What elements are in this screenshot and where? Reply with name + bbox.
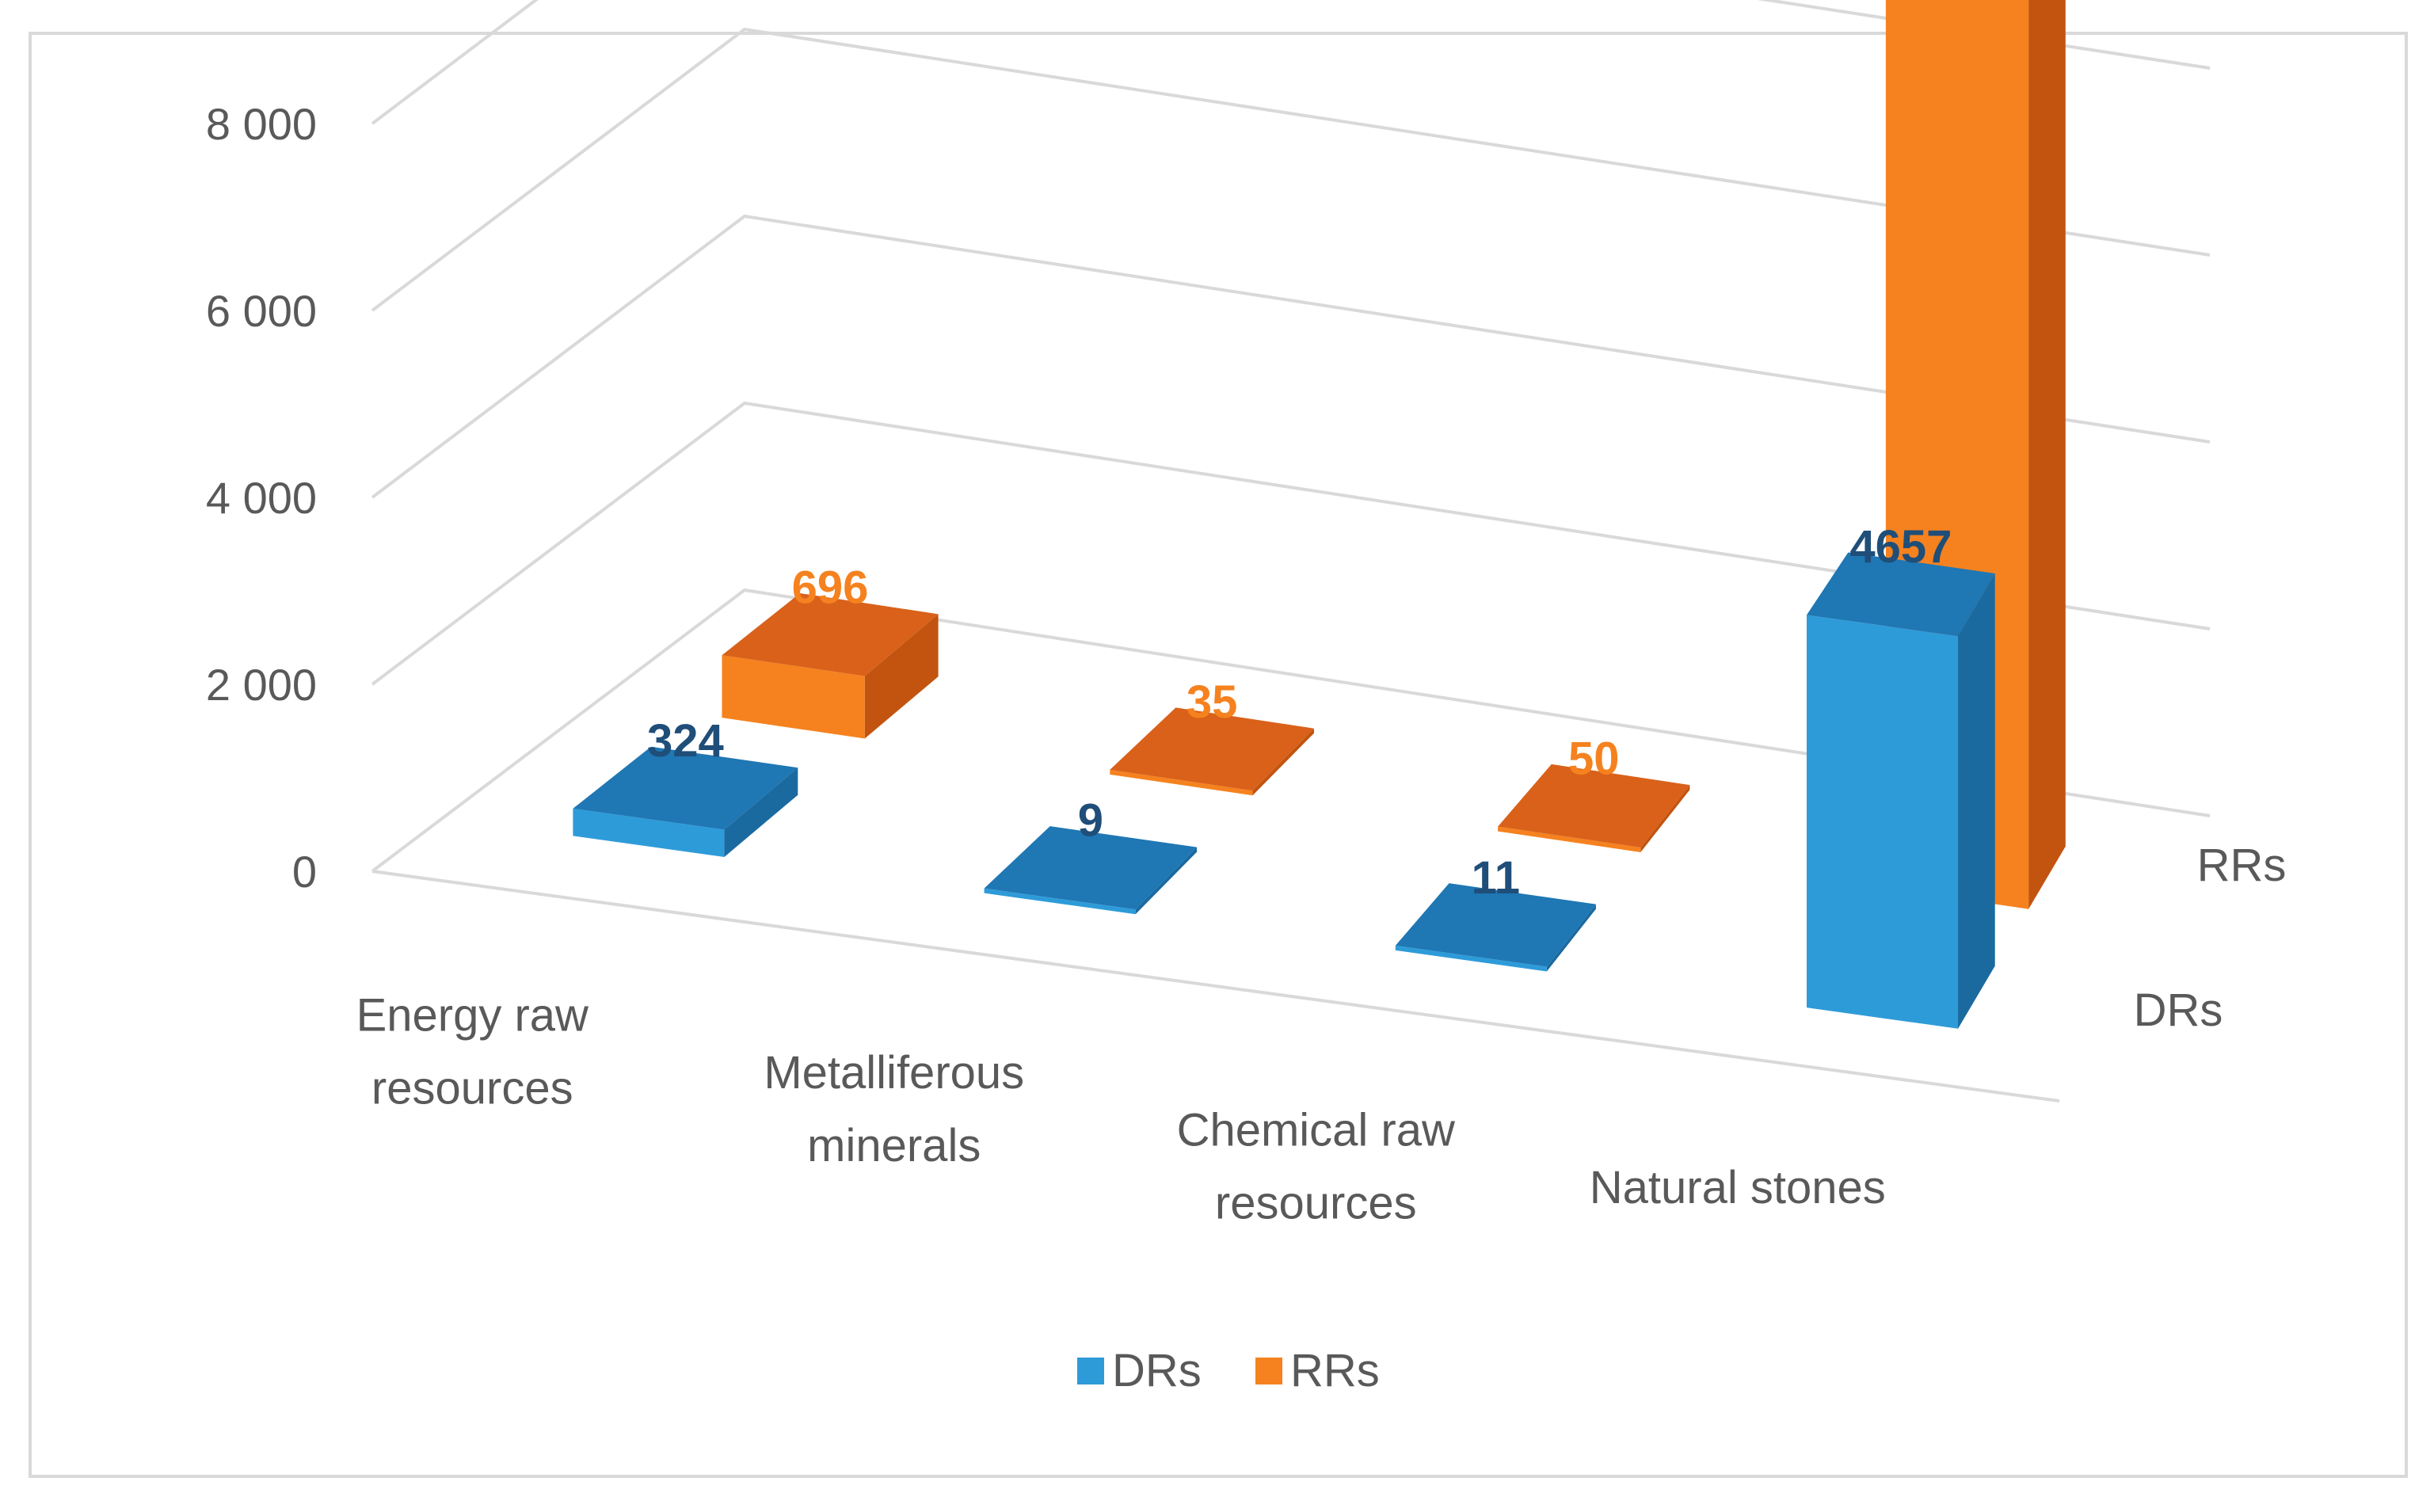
y-tick-label: 4 000	[206, 473, 317, 523]
bars	[573, 0, 2066, 1029]
floor-front-edge	[371, 870, 2060, 1103]
bar-front-face	[1110, 769, 1253, 796]
series-depth-label: RRs	[2197, 840, 2287, 891]
bar-top-face	[1395, 883, 1596, 967]
category-label-line: Chemical raw	[1177, 1104, 1456, 1156]
category-label-line: resources	[371, 1062, 573, 1114]
gridline	[371, 27, 2211, 312]
data-label-drs-2: 11	[1472, 852, 1520, 904]
legend-swatch	[1077, 1358, 1104, 1384]
data-label-rrs-1: 35	[1187, 676, 1238, 728]
category-labels: Energy raw resources Metalliferous minerals…	[356, 989, 1886, 1228]
bar-side-face	[1252, 728, 1314, 796]
legend-swatch	[1255, 1358, 1282, 1384]
data-label-drs-1: 9	[1078, 795, 1103, 847]
category-label: Energy raw resources	[356, 989, 589, 1114]
bar-front-face	[573, 808, 725, 857]
gridline	[371, 588, 2211, 873]
category-label-line: Metalliferous	[764, 1047, 1024, 1099]
y-tick-label: 6 000	[206, 286, 317, 336]
series-depth-label: DRs	[2134, 985, 2223, 1036]
category-label: Metalliferous minerals	[764, 1047, 1024, 1171]
bar-top-face	[984, 826, 1198, 910]
data-label-drs-0: 324	[647, 715, 724, 767]
bar-side-face	[2028, 0, 2066, 909]
category-label: Chemical raw resources	[1177, 1104, 1456, 1228]
legend: DRs RRs	[1077, 1345, 1380, 1396]
bar-top-face	[1806, 552, 1995, 637]
bar-side-face	[1958, 573, 1995, 1029]
category-label: Natural stones	[1590, 1162, 1886, 1213]
bar-top-face	[1110, 707, 1314, 791]
y-tick-label: 8 000	[206, 99, 317, 149]
bar-front-face	[984, 888, 1136, 915]
category-label-line: Natural stones	[1590, 1162, 1886, 1213]
bar-top-face	[573, 746, 798, 830]
data-label-rrs-2: 50	[1568, 733, 1620, 784]
bar-drs-0	[573, 746, 798, 857]
legend-label: DRs	[1112, 1345, 1202, 1396]
category-label-line: Energy raw	[356, 989, 589, 1041]
legend-label: RRs	[1290, 1345, 1380, 1396]
bar-drs-2	[1395, 883, 1596, 972]
gridline	[371, 401, 2211, 686]
bar-front-face	[722, 655, 865, 739]
bar-rrs-1	[1110, 707, 1314, 796]
gridline	[371, 214, 2211, 499]
floor-edges	[371, 870, 2060, 1103]
bar-side-face	[724, 767, 798, 857]
category-label-line: resources	[1215, 1177, 1417, 1228]
bar-front-face	[1395, 945, 1547, 972]
bar-side-face	[1135, 847, 1198, 915]
gridline	[371, 0, 2211, 125]
bar-rrs-0	[722, 593, 939, 739]
series-depth-labels: RRs DRs	[2134, 840, 2287, 1036]
bar-rrs-2	[1498, 764, 1690, 852]
bar-side-face	[1640, 785, 1690, 852]
bar-top-face	[1498, 764, 1690, 847]
bar-front-face	[1806, 615, 1959, 1029]
data-label-rrs-0: 696	[792, 562, 869, 613]
y-tick-label: 0	[292, 847, 317, 897]
category-label-line: minerals	[807, 1120, 981, 1171]
bar-side-face	[864, 614, 939, 739]
data-labels: 696355013 1783249114657	[647, 521, 1952, 904]
bar-drs-3	[1806, 552, 1995, 1029]
gridlines	[371, 0, 2211, 873]
data-label-drs-3: 4657	[1849, 521, 1952, 573]
bar-top-face	[722, 593, 939, 676]
bar-front-face	[1498, 826, 1641, 852]
bar-drs-1	[984, 826, 1198, 915]
bar-side-face	[1546, 904, 1596, 972]
y-tick-label: 2 000	[206, 660, 317, 710]
